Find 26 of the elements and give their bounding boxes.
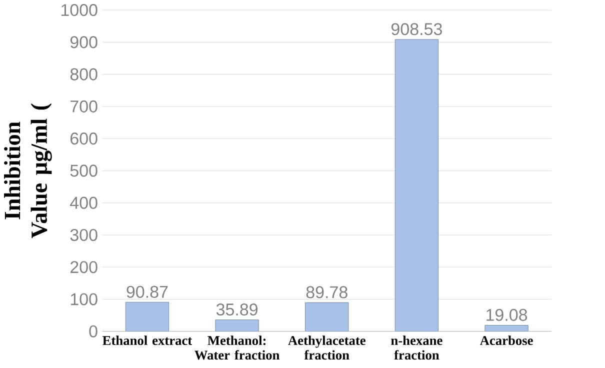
y-tick-label: 200 xyxy=(70,261,98,274)
bar xyxy=(394,39,439,332)
y-tick-label: 500 xyxy=(70,164,98,177)
y-tick-label: 600 xyxy=(70,132,98,145)
y-tick-label: 400 xyxy=(70,196,98,210)
bar xyxy=(125,302,170,332)
data-label: 35.89 xyxy=(216,304,258,316)
bar xyxy=(215,320,259,332)
y-tick-label: 800 xyxy=(70,68,98,81)
y-tick-label: 1000 xyxy=(61,4,98,16)
x-tick-label: Aethylacetate fraction xyxy=(288,336,366,360)
y-tick-label: 100 xyxy=(70,293,98,306)
y-tick-label: 300 xyxy=(70,229,98,242)
y-tick-label: 0 xyxy=(89,326,98,338)
bar xyxy=(305,302,349,332)
data-label: 908.53 xyxy=(392,23,442,36)
y-axis-title: Inhibition Value µg/ml ( xyxy=(4,104,52,238)
x-tick-label: Acarbose xyxy=(480,336,533,346)
x-tick-label: Ethanol extract xyxy=(102,336,192,346)
data-label: 90.87 xyxy=(126,286,168,298)
x-tick-label: n-hexane fraction xyxy=(391,336,442,360)
x-tick-label: Methanol: Water fraction xyxy=(194,336,280,360)
y-tick-label: 700 xyxy=(70,100,98,113)
data-label: 89.78 xyxy=(306,286,348,298)
y-tick-label: 900 xyxy=(70,36,98,48)
data-label: 19.08 xyxy=(486,309,528,322)
